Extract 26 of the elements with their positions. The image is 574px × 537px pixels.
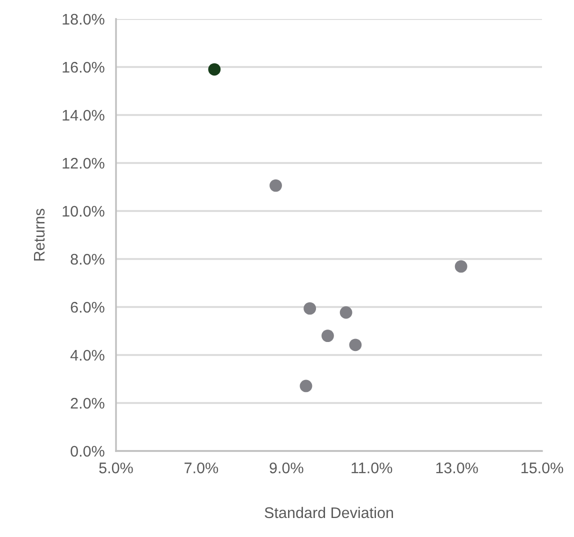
y-tick-label: 18.0% [62,14,104,25]
y-tick-label: 14.0% [62,110,104,121]
point [454,260,468,273]
y-tick-label: 2.0% [70,398,104,409]
point [349,338,362,352]
x-tick-label: 9.0% [270,462,304,474]
y-tick-label: 12.0% [62,158,104,169]
y-tick-label: 10.0% [62,206,104,217]
point [340,306,352,319]
x-tick-label: 15.0% [522,462,564,474]
x-tick-label: 7.0% [184,462,218,474]
x-axis-title: Standard Deviation [264,506,393,518]
x-tick-label: 5.0% [99,462,133,474]
y-axis-title: Returns [34,208,45,260]
y-tick-label: 0.0% [70,446,104,457]
point [304,302,316,315]
point [270,179,282,192]
y-tick-label: 16.0% [62,62,104,73]
point [322,330,334,342]
x-tick-label: 11.0% [352,462,392,474]
y-tick-label: 6.0% [70,302,104,313]
point [300,380,312,392]
y-tick-label: 8.0% [70,254,104,265]
y-tick-label: 4.0% [70,350,104,361]
point [208,63,221,76]
x-tick-label: 13.0% [436,462,478,474]
